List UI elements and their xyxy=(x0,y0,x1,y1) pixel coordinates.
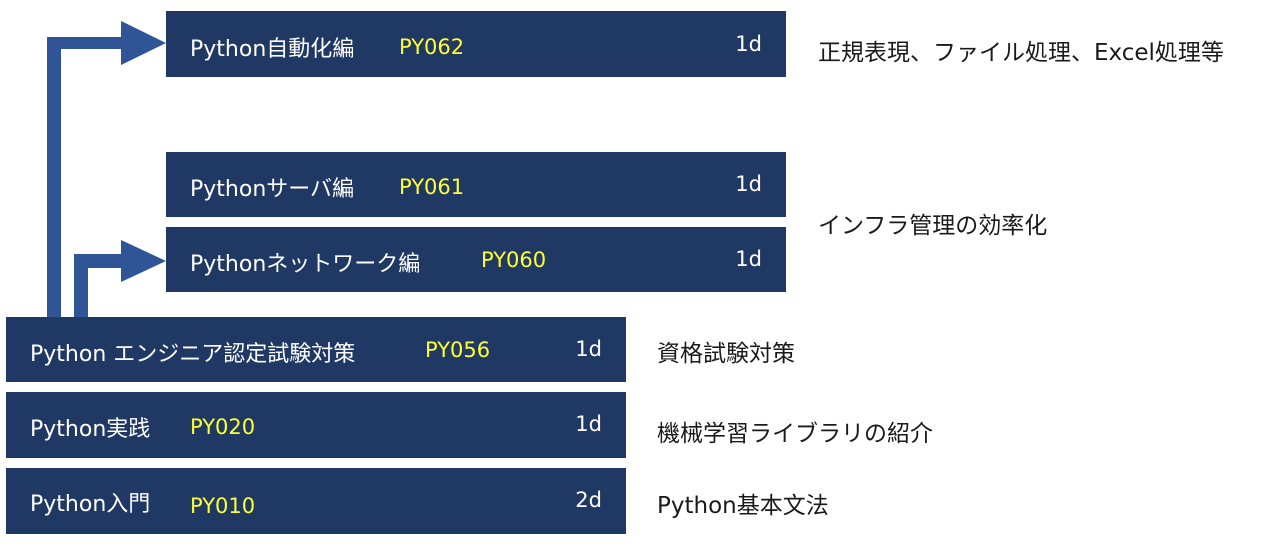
course-box-py061: Pythonサーバ編 PY061 1d xyxy=(166,152,786,217)
description-py056: 資格試験対策 xyxy=(657,341,795,367)
course-code: PY061 xyxy=(399,175,465,199)
arrow-right-icon xyxy=(47,21,166,318)
description-py010: Python基本文法 xyxy=(657,493,829,519)
description-py020: 機械学習ライブラリの紹介 xyxy=(657,421,933,447)
course-duration: 1d xyxy=(735,172,762,196)
arrow-to-py060 xyxy=(74,240,166,318)
course-box-py060: Pythonネットワーク編 PY060 1d xyxy=(166,227,786,292)
course-name: Python実践 xyxy=(30,417,151,442)
course-duration: 1d xyxy=(735,32,762,56)
course-name: Python エンジニア認定試験対策 xyxy=(30,342,356,367)
course-box-py010: Python入門 PY010 2d xyxy=(6,468,626,534)
arrow-to-py062 xyxy=(47,21,166,318)
course-duration: 2d xyxy=(575,488,602,512)
course-code: PY060 xyxy=(481,248,547,272)
course-box-py056: Python エンジニア認定試験対策 PY056 1d xyxy=(6,317,626,382)
course-duration: 1d xyxy=(735,247,762,271)
course-name: Python自動化編 xyxy=(190,37,355,62)
course-name: Pythonサーバ編 xyxy=(190,177,355,202)
course-duration: 1d xyxy=(575,412,602,436)
arrow-right-icon xyxy=(74,240,166,318)
course-name: Pythonネットワーク編 xyxy=(190,252,421,277)
course-code: PY020 xyxy=(190,415,256,439)
description-py062: 正規表現、ファイル処理、Excel処理等 xyxy=(818,40,1224,66)
course-code: PY056 xyxy=(425,338,491,362)
course-code: PY062 xyxy=(399,35,465,59)
course-box-py062: Python自動化編 PY062 1d xyxy=(166,11,786,77)
course-code: PY010 xyxy=(190,494,256,518)
course-name: Python入門 xyxy=(30,492,151,517)
course-box-py020: Python実践 PY020 1d xyxy=(6,392,626,458)
course-duration: 1d xyxy=(575,337,602,361)
description-py060-py061: インフラ管理の効率化 xyxy=(818,213,1048,239)
